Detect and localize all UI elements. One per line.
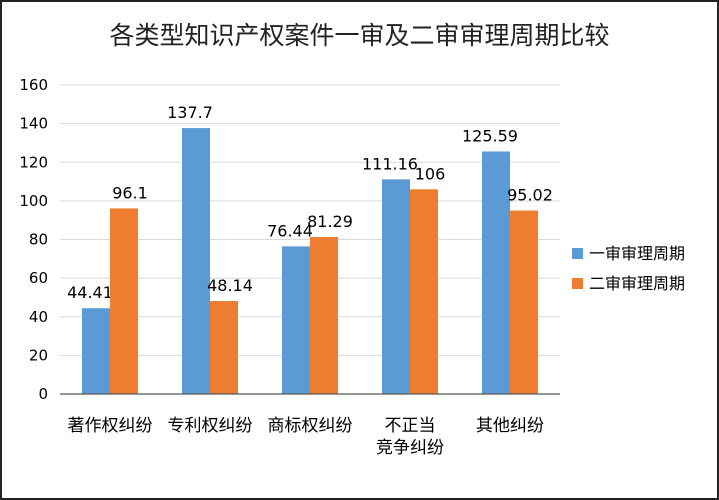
y-tick-label: 140	[19, 115, 48, 133]
category-label: 不正当	[385, 416, 436, 436]
data-label: 106	[415, 164, 446, 183]
bar-first-instance	[82, 308, 110, 394]
legend-label: 二审审理周期	[589, 274, 685, 293]
category-label: 其他纠纷	[476, 416, 544, 436]
legend-label: 一审审理周期	[589, 244, 685, 263]
bar-second-instance	[110, 208, 138, 394]
data-label: 44.41	[67, 283, 113, 302]
bar-first-instance	[482, 151, 510, 394]
legend-swatch	[572, 278, 583, 289]
y-tick-label: 20	[29, 346, 48, 364]
data-label: 137.7	[167, 103, 213, 122]
bar-first-instance	[182, 128, 210, 394]
data-label: 96.1	[112, 183, 148, 202]
y-tick-label: 0	[38, 385, 48, 403]
category-label: 专利权纠纷	[168, 416, 253, 436]
chart-title: 各类型知识产权案件一审及二审审理周期比较	[109, 21, 610, 50]
bar-second-instance	[210, 301, 238, 394]
category-label: 竞争纠纷	[376, 438, 444, 458]
bar-first-instance	[382, 179, 410, 394]
y-tick-label: 160	[19, 76, 48, 94]
bar-second-instance	[410, 189, 438, 394]
y-tick-label: 100	[19, 192, 48, 210]
data-label: 125.59	[462, 126, 518, 145]
bar-second-instance	[510, 210, 538, 394]
y-tick-label: 40	[29, 308, 48, 326]
y-tick-label: 60	[29, 269, 48, 287]
y-tick-label: 80	[29, 231, 48, 249]
bar-second-instance	[310, 237, 338, 394]
category-label: 商标权纠纷	[268, 416, 353, 436]
legend-swatch	[572, 248, 583, 259]
bar-first-instance	[282, 246, 310, 394]
data-label: 76.44	[267, 221, 313, 240]
data-label: 48.14	[207, 276, 253, 295]
category-label: 著作权纠纷	[68, 416, 153, 436]
data-label: 81.29	[307, 212, 353, 231]
y-tick-label: 120	[19, 153, 48, 171]
data-label: 95.02	[507, 185, 553, 204]
data-label: 111.16	[362, 154, 418, 173]
